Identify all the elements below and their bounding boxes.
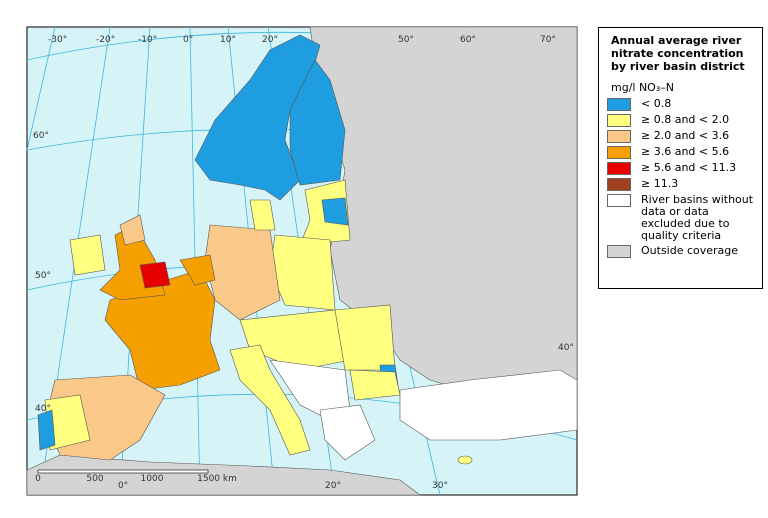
legend-label: ≥ 3.6 and < 5.6 xyxy=(641,145,730,158)
galicia xyxy=(37,409,56,451)
lon-label: -30° xyxy=(48,35,67,45)
latvia xyxy=(321,197,349,226)
cyprus xyxy=(457,455,473,465)
lon-label: 30° xyxy=(432,481,448,491)
italy xyxy=(229,344,311,456)
lat-label: 40° xyxy=(35,404,51,414)
legend-item: Outside coverage xyxy=(607,245,754,258)
scale-bar-bar xyxy=(37,469,209,474)
legend-item: ≥ 2.0 and < 3.6 xyxy=(607,130,754,143)
scale-label: 0 xyxy=(35,474,41,484)
scale-bar: 0 500 1000 1500 km xyxy=(35,469,237,484)
legend-label: River basins without data or data exclud… xyxy=(641,193,754,242)
turkey xyxy=(399,369,578,441)
scale-label: 500 xyxy=(86,474,103,484)
lon-label: -10° xyxy=(138,35,157,45)
legend-label: ≥ 0.8 and < 2.0 xyxy=(641,113,730,126)
legend-item: < 0.8 xyxy=(607,98,754,111)
legend-label: ≥ 2.0 and < 3.6 xyxy=(641,129,730,142)
lon-label: 50° xyxy=(398,35,414,45)
legend-item: ≥ 0.8 and < 2.0 xyxy=(607,114,754,127)
legend-unit: mg/l NO₃–N xyxy=(611,81,674,94)
map: 0 500 1000 1500 km -30° -20° -10° 0° 10°… xyxy=(26,26,578,496)
lon-label: 0° xyxy=(118,481,128,491)
scale-label: 1500 km xyxy=(197,474,237,484)
legend-swatch xyxy=(607,194,631,207)
legend-swatch xyxy=(607,162,631,175)
legend-swatch xyxy=(607,146,631,159)
legend-swatch xyxy=(607,178,631,191)
lon-label: 60° xyxy=(460,35,476,45)
lon-label: -20° xyxy=(96,35,115,45)
legend-item: ≥ 11.3 xyxy=(607,178,754,191)
central-europe xyxy=(239,309,351,371)
ireland xyxy=(69,234,106,276)
lat-label: 50° xyxy=(35,271,51,281)
scotland xyxy=(119,214,146,246)
lon-label: 70° xyxy=(540,35,556,45)
denmark xyxy=(249,199,276,231)
legend-items: < 0.8 ≥ 0.8 and < 2.0 ≥ 2.0 and < 3.6 ≥ 3.6… xyxy=(607,98,754,258)
anglian xyxy=(139,261,171,289)
romania xyxy=(334,304,396,371)
legend-label: < 0.8 xyxy=(641,97,672,110)
lat-label: 60° xyxy=(33,131,49,141)
legend: Annual average river nitrate concentrati… xyxy=(598,27,763,289)
lon-label: 10° xyxy=(220,35,236,45)
legend-swatch xyxy=(607,114,631,127)
legend-swatch xyxy=(607,98,631,111)
lon-label: 20° xyxy=(325,481,341,491)
legend-item: River basins without data or data exclud… xyxy=(607,194,754,242)
legend-item: ≥ 3.6 and < 5.6 xyxy=(607,146,754,159)
legend-swatch xyxy=(607,130,631,143)
bulgaria xyxy=(349,369,401,401)
legend-label: Outside coverage xyxy=(641,244,739,257)
finland xyxy=(289,59,346,186)
greece xyxy=(319,404,376,461)
lat-label: 40° xyxy=(558,343,574,353)
graticule-labels: -30° -20° -10° 0° 10° 20° 50° 60° 70° 60… xyxy=(33,35,574,491)
legend-title: Annual average river nitrate concentrati… xyxy=(611,34,745,73)
france xyxy=(104,269,221,391)
scale-label: 1000 xyxy=(141,474,164,484)
legend-swatch xyxy=(607,245,631,258)
benelux xyxy=(179,254,216,286)
legend-label: ≥ 5.6 and < 11.3 xyxy=(641,161,737,174)
lon-label: 0° xyxy=(183,35,193,45)
lon-label: 20° xyxy=(262,35,278,45)
legend-item: ≥ 5.6 and < 11.3 xyxy=(607,162,754,175)
legend-label: ≥ 11.3 xyxy=(641,177,679,190)
